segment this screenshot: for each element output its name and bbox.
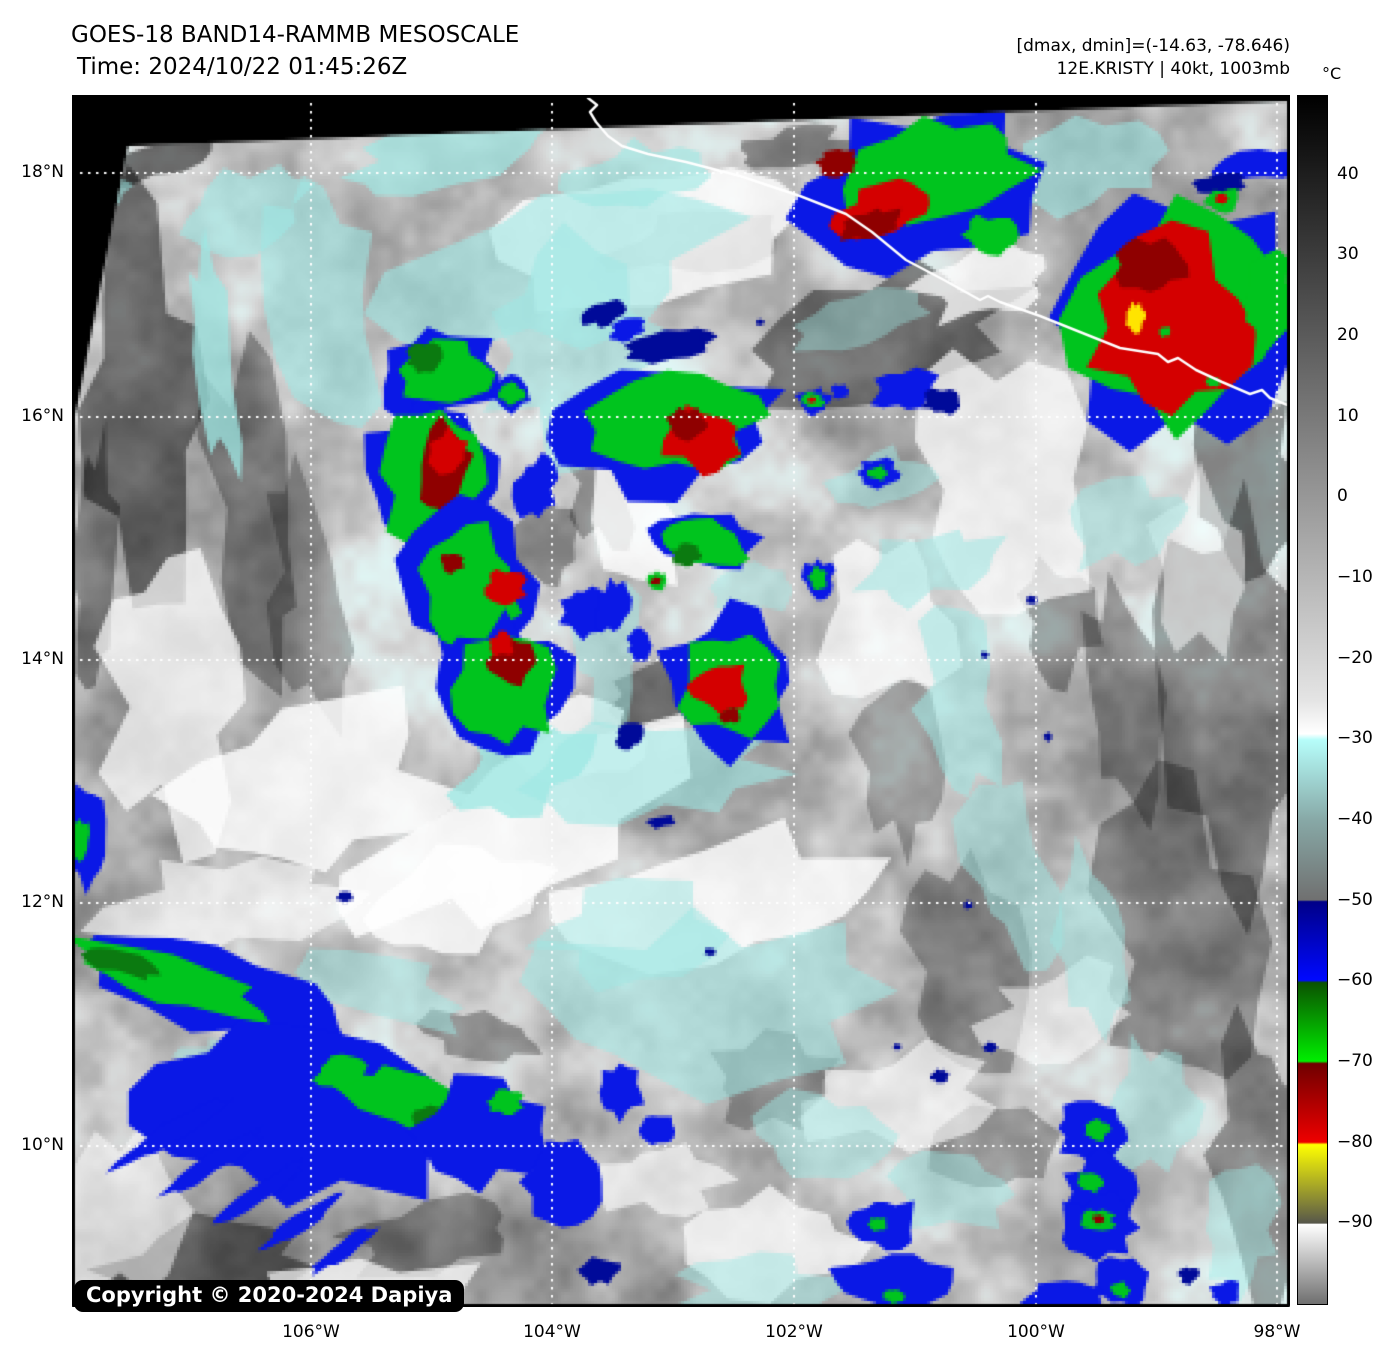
colorbar-tick-label: −90	[1337, 1212, 1373, 1233]
map-area	[72, 95, 1290, 1307]
colorbar	[1297, 95, 1328, 1305]
colorbar-unit-label: °C	[1322, 64, 1342, 83]
colorbar-tick-label: 0	[1337, 486, 1348, 507]
copyright-watermark: Copyright © 2020-2024 Dapiya	[74, 1280, 465, 1312]
lat-tick-label: 14°N	[21, 649, 64, 669]
colorbar-tick-label: −50	[1337, 889, 1373, 910]
colorbar-tick-label: 30	[1337, 244, 1359, 265]
lon-tick-label: 100°W	[1007, 1322, 1065, 1342]
colorbar-tick-label: −80	[1337, 1131, 1373, 1152]
colorbar-tick-label: −70	[1337, 1051, 1373, 1071]
lon-tick-label: 104°W	[523, 1322, 581, 1342]
lat-tick-label: 10°N	[21, 1135, 64, 1155]
lat-tick-label: 18°N	[21, 162, 64, 182]
page-title: GOES-18 BAND14-RAMMB MESOSCALE	[71, 22, 520, 48]
satellite-imagery-canvas	[72, 95, 1290, 1307]
colorbar-tick-label: 20	[1337, 325, 1359, 345]
colorbar-tick-label: −20	[1337, 647, 1373, 668]
colorbar-tick-label: 40	[1337, 163, 1359, 184]
lon-tick-label: 106°W	[282, 1322, 340, 1342]
dmax-dmin-annotation: [dmax, dmin]=(-14.63, -78.646)	[1016, 36, 1291, 56]
lat-tick-label: 12°N	[21, 892, 64, 912]
lon-tick-label: 102°W	[765, 1322, 823, 1342]
lat-tick-label: 16°N	[21, 406, 64, 426]
colorbar-tick-label: 10	[1337, 405, 1359, 426]
colorbar-tick-label: −30	[1337, 728, 1373, 749]
colorbar-tick-label: −60	[1337, 970, 1373, 991]
storm-annotation: 12E.KRISTY | 40kt, 1003mb	[1056, 59, 1290, 79]
timestamp: Time: 2024/10/22 01:45:26Z	[77, 54, 408, 80]
lon-tick-label: 98°W	[1253, 1322, 1301, 1342]
colorbar-tick-label: −10	[1337, 567, 1373, 587]
colorbar-tick-label: −40	[1337, 809, 1373, 829]
